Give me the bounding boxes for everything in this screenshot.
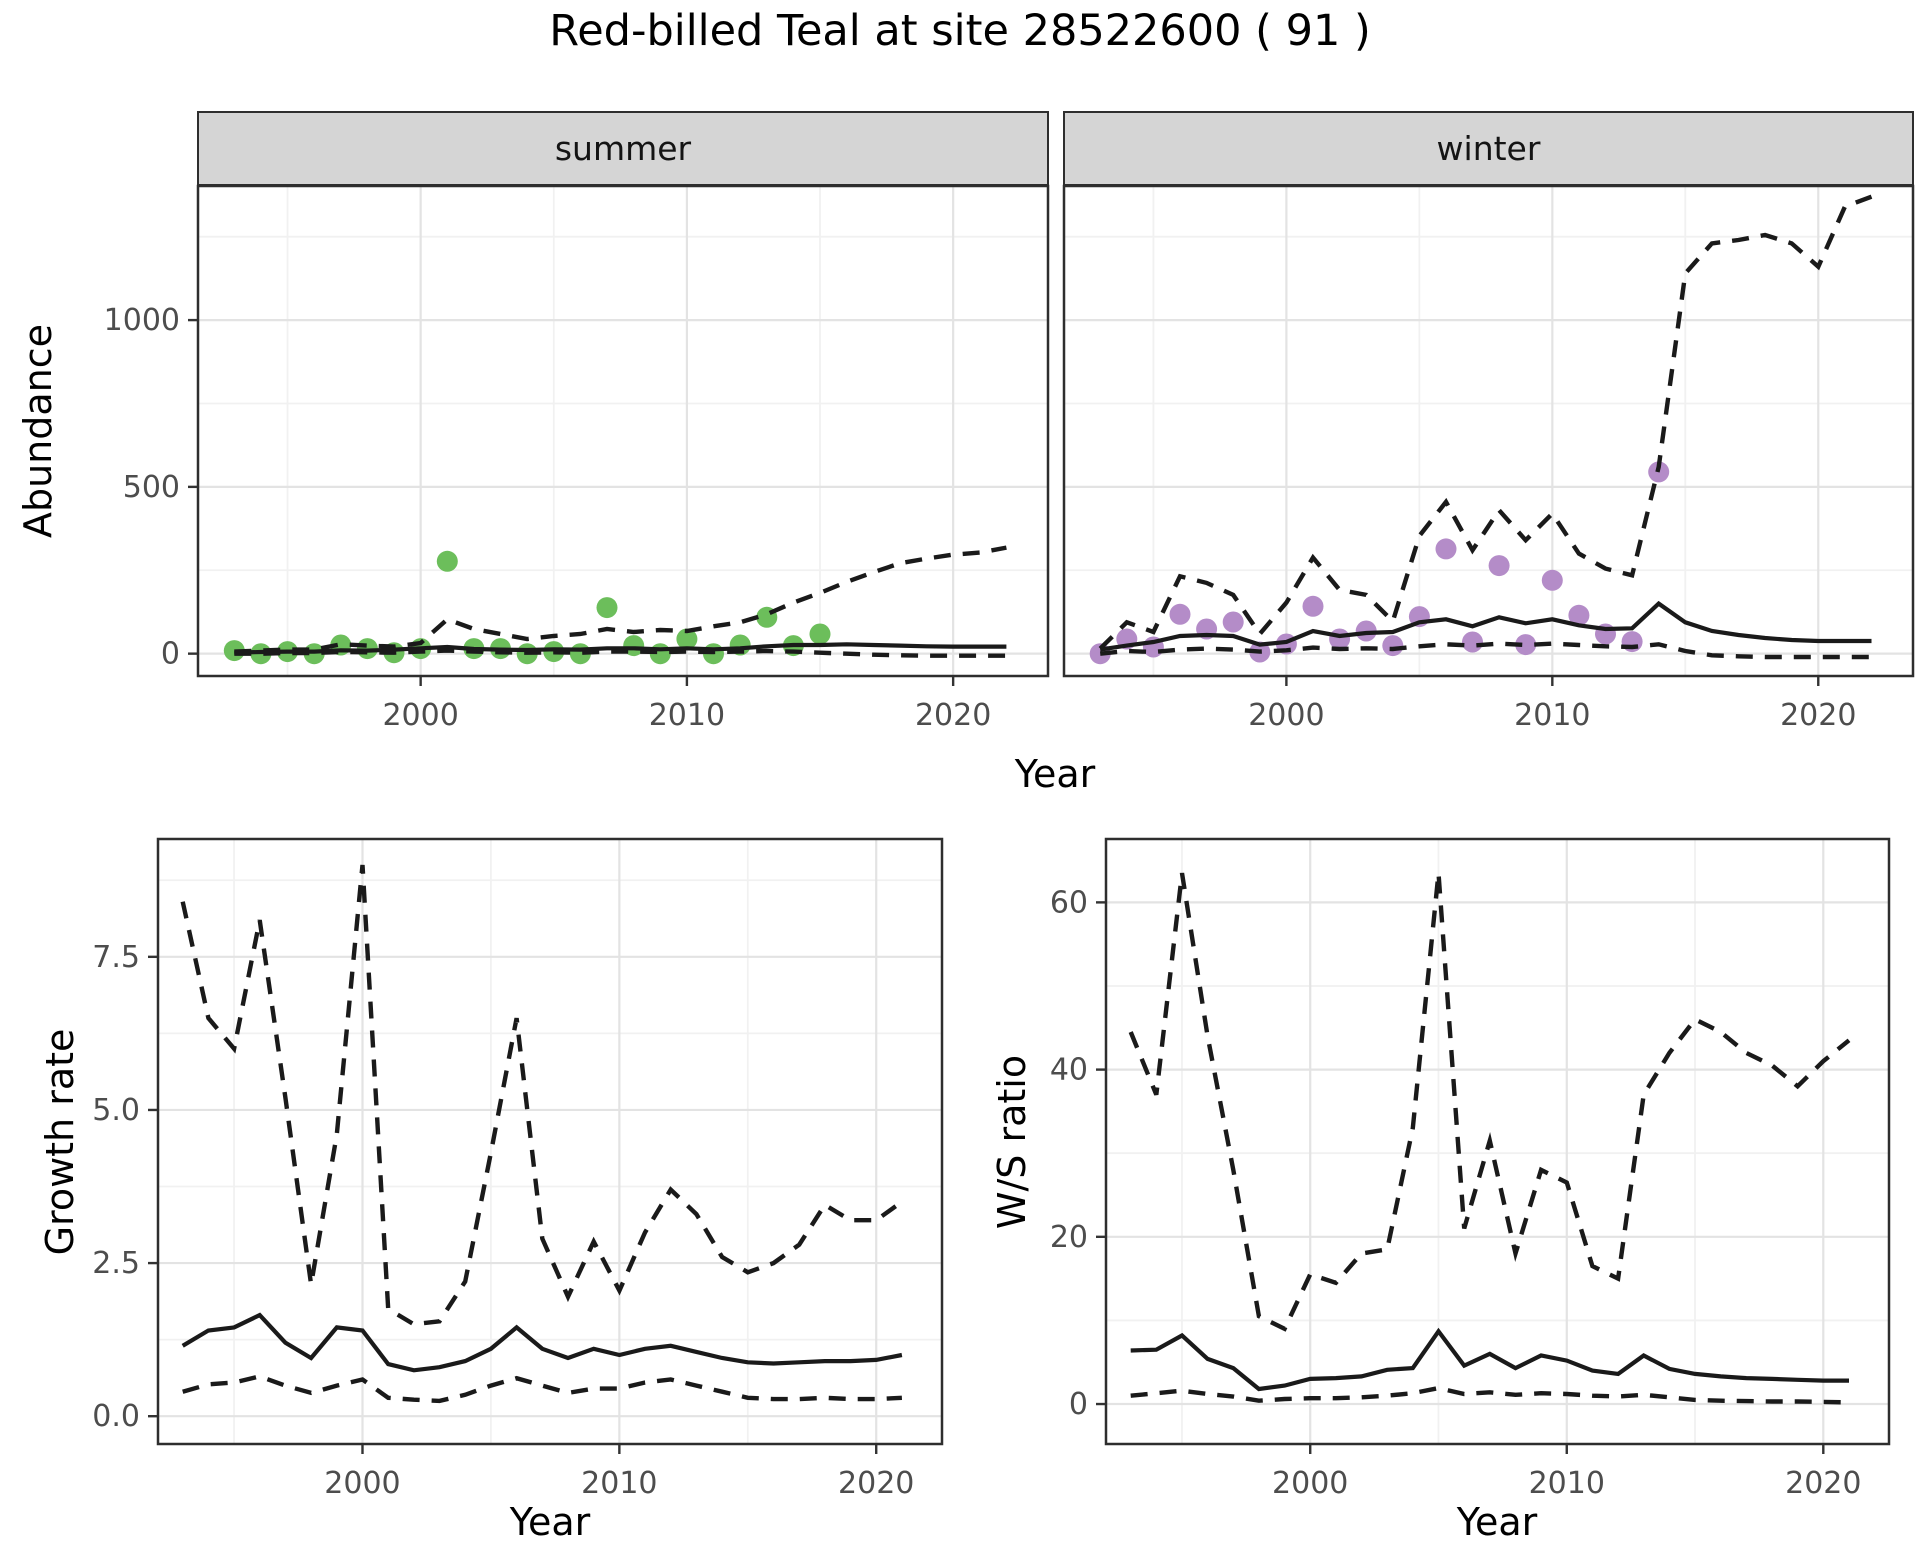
y-tick-label: 60 xyxy=(1050,885,1088,920)
x-axis: 2000 2010 2020 xyxy=(382,677,991,733)
upper-ci-line xyxy=(1098,194,1873,651)
panel-border xyxy=(156,837,944,1446)
y-tick-label: 7.5 xyxy=(92,940,140,975)
y-tick-label: 0 xyxy=(1069,1387,1088,1422)
observation-point xyxy=(436,550,458,572)
y-tick-label: 5.0 xyxy=(92,1093,140,1128)
y-tick-label: 40 xyxy=(1050,1053,1088,1088)
observation-point xyxy=(1382,635,1404,657)
ws-y-axis-title: W/S ratio xyxy=(990,1054,1034,1230)
x-axis: 2000 2010 2020 xyxy=(1272,1445,1861,1501)
grid-minor xyxy=(157,838,943,1445)
grid-major xyxy=(197,185,1049,677)
grid-minor xyxy=(1063,185,1914,677)
facet-strip-summer-label: summer xyxy=(554,129,692,168)
x-tick-label: 2020 xyxy=(1780,698,1856,733)
upper-ci-line xyxy=(234,545,1007,654)
observation-point xyxy=(1541,569,1563,591)
observation-point xyxy=(809,623,831,645)
observation-point xyxy=(1435,538,1457,560)
lower-ci-line xyxy=(1099,641,1872,660)
x-tick-label: 2010 xyxy=(1514,698,1590,733)
grid-major xyxy=(157,838,943,1445)
x-tick-label: 2000 xyxy=(324,1466,400,1501)
panel-border xyxy=(1062,184,1915,678)
grid-minor xyxy=(1105,838,1890,1445)
panel-ws: 2000 2010 2020 0 20 40 60 xyxy=(1050,837,1891,1501)
x-tick-label: 2010 xyxy=(1529,1466,1605,1501)
panel-winter: 2000 2010 2020 xyxy=(1062,184,1915,733)
observation-point xyxy=(1515,634,1537,656)
y-axis: 0.0 2.5 5.0 7.5 xyxy=(92,940,157,1434)
grid-major xyxy=(1105,838,1890,1445)
panel-summer: 2000 2010 2020 0 500 1000 xyxy=(104,184,1050,733)
y-tick-label: 0.0 xyxy=(92,1399,140,1434)
upper-ci-line xyxy=(180,864,904,1327)
x-axis: 2000 2010 2020 xyxy=(324,1445,914,1501)
grid-minor xyxy=(197,185,1049,677)
observation-point xyxy=(1462,631,1483,653)
y-tick-label: 2.5 xyxy=(92,1246,140,1281)
lower-ci-line xyxy=(1130,1385,1850,1405)
x-tick-label: 2000 xyxy=(1272,1466,1348,1501)
x-tick-label: 2010 xyxy=(649,698,725,733)
abundance-y-axis-title: Abundance xyxy=(16,323,60,539)
panel-growth: 2000 2010 2020 0.0 2.5 5.0 7.5 xyxy=(92,837,944,1501)
lower-ci-line xyxy=(182,1374,903,1404)
panel-border xyxy=(196,184,1050,678)
observation-point xyxy=(1302,595,1324,617)
grid-major xyxy=(1063,185,1914,677)
growth-x-axis-title: Year xyxy=(509,1500,591,1544)
abundance-x-axis-title: Year xyxy=(1014,752,1096,796)
facet-strip-winter-label: winter xyxy=(1436,129,1541,168)
y-tick-label: 500 xyxy=(123,470,180,505)
observation-point xyxy=(1329,628,1351,650)
x-tick-label: 2000 xyxy=(382,698,458,733)
growth-y-axis-title: Growth rate xyxy=(38,1028,82,1256)
observation-point xyxy=(676,628,698,650)
y-axis: 0 500 1000 xyxy=(104,303,197,672)
x-tick-label: 2010 xyxy=(581,1466,657,1501)
upper-ci-line xyxy=(1128,872,1851,1332)
median-line xyxy=(1099,600,1872,652)
median-line xyxy=(181,1312,903,1373)
facet-strip-summer: summer xyxy=(197,111,1049,187)
facet-strip-winter: winter xyxy=(1063,111,1914,187)
panel-border xyxy=(1104,837,1891,1446)
x-tick-label: 2020 xyxy=(915,698,991,733)
y-tick-label: 0 xyxy=(161,637,180,672)
observation-point xyxy=(596,597,618,619)
y-axis: 0 20 40 60 xyxy=(1050,885,1105,1422)
observation-point xyxy=(1222,611,1244,633)
x-tick-label: 2020 xyxy=(838,1466,914,1501)
x-axis: 2000 2010 2020 xyxy=(1248,677,1856,733)
median-line xyxy=(1130,1327,1849,1392)
y-tick-label: 1000 xyxy=(104,303,180,338)
observation-point xyxy=(1169,603,1191,625)
x-tick-label: 2020 xyxy=(1785,1466,1861,1501)
figure-title: Red-billed Teal at site 28522600 ( 91 ) xyxy=(549,6,1371,56)
median-line xyxy=(234,642,1007,655)
y-tick-label: 20 xyxy=(1050,1220,1088,1255)
ws-x-axis-title: Year xyxy=(1456,1500,1538,1544)
x-tick-label: 2000 xyxy=(1248,698,1324,733)
observation-point xyxy=(1568,604,1590,626)
observation-point xyxy=(1488,555,1510,577)
observation-point xyxy=(623,635,645,657)
